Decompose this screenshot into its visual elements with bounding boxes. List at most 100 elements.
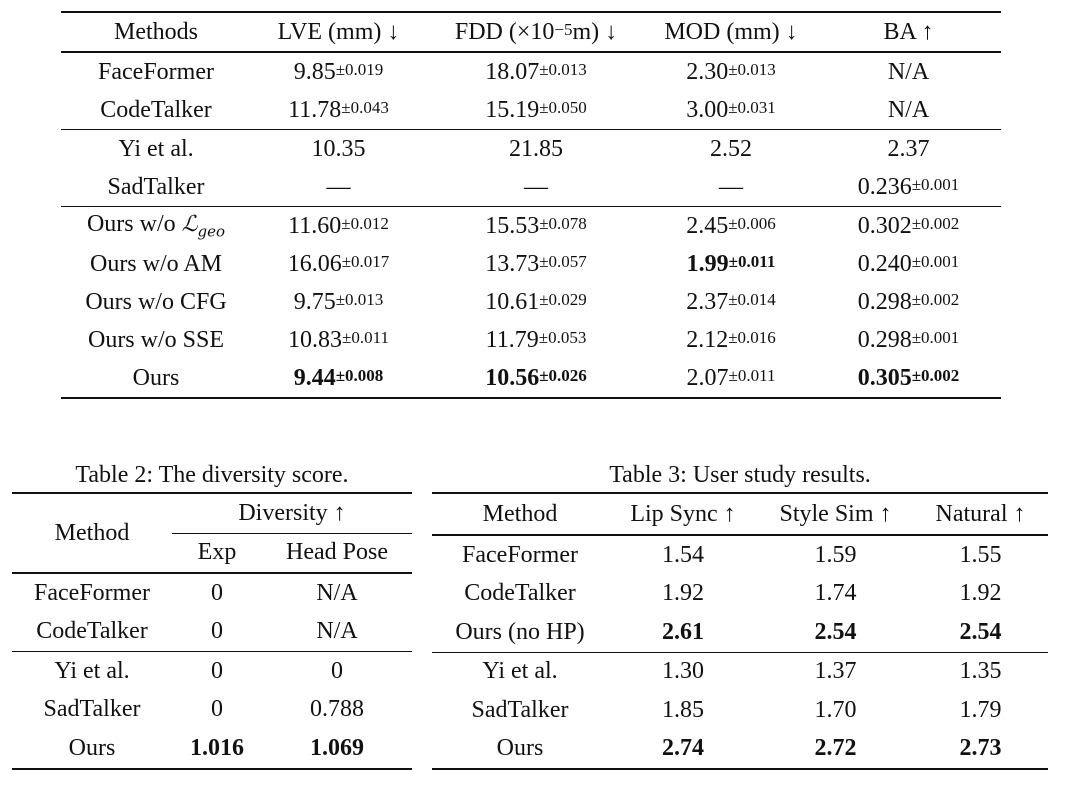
user-study-table: Method Lip Sync ↑ Style Sim ↑ Natural ↑ … bbox=[432, 492, 1048, 770]
lve-cell: 10.83±0.011 bbox=[251, 321, 426, 359]
mod-cell: 3.00±0.031 bbox=[646, 91, 816, 130]
header-head-pose: Head Pose bbox=[262, 532, 412, 574]
lve-value: 9.44 bbox=[293, 364, 336, 391]
method-cell: CodeTalker bbox=[36, 618, 148, 645]
method-cell: CodeTalker bbox=[464, 580, 576, 607]
ba-value: 0.298 bbox=[857, 288, 912, 315]
lip-cell: 1.54 bbox=[662, 541, 704, 568]
fdd-sd: ±0.050 bbox=[539, 97, 587, 117]
lve-cell: 11.78±0.043 bbox=[251, 91, 426, 130]
method-cell: Yi et al. bbox=[12, 651, 172, 691]
lip-cell: 2.74 bbox=[662, 735, 704, 762]
method-cell: SadTalker bbox=[107, 173, 205, 200]
ba-sd: ±0.002 bbox=[911, 289, 960, 309]
lve-sd: ±0.012 bbox=[341, 213, 389, 233]
mod-value: 2.37 bbox=[686, 288, 729, 315]
style-cell: 2.72 bbox=[814, 735, 857, 762]
ba-cell: 0.236±0.001 bbox=[816, 168, 1001, 207]
fdd-cell: 10.61±0.029 bbox=[426, 283, 646, 321]
ba-cell: 0.298±0.001 bbox=[816, 321, 1001, 359]
lve-sd: ±0.017 bbox=[341, 251, 390, 271]
exp-cell: 0 bbox=[211, 696, 223, 723]
pose-cell: 0.788 bbox=[310, 696, 364, 723]
lve-sd: ±0.013 bbox=[335, 289, 384, 309]
fdd-cell: 13.73±0.057 bbox=[426, 245, 646, 283]
results-table: Methods LVE (mm) ↓ FDD (×10−5m) ↓ MOD (m… bbox=[61, 11, 1001, 399]
mod-cell: 2.12±0.016 bbox=[646, 321, 816, 359]
exp-cell: 0 bbox=[211, 618, 223, 645]
method-cell: FaceFormer bbox=[34, 579, 150, 606]
mod-cell: 2.37±0.014 bbox=[646, 283, 816, 321]
ba-value: 0.240 bbox=[857, 250, 912, 277]
fdd-sd: ±0.029 bbox=[539, 289, 587, 309]
mod-sd: ±0.011 bbox=[728, 251, 776, 271]
table-row: Ours 1.016 1.069 bbox=[12, 729, 412, 769]
loss-subscript: geo bbox=[197, 222, 226, 241]
ba-cell: 0.305±0.002 bbox=[816, 359, 1001, 398]
header-natural: Natural ↑ bbox=[913, 493, 1048, 536]
mod-cell: 2.30±0.013 bbox=[646, 52, 816, 91]
table-row: SadTalker 0 0.788 bbox=[12, 691, 412, 730]
exp-cell: 1.016 bbox=[190, 734, 244, 761]
method-cell: CodeTalker bbox=[100, 96, 212, 123]
ba-value: 0.236 bbox=[857, 173, 912, 200]
fdd-value: 15.19 bbox=[485, 96, 540, 123]
method-cell: SadTalker bbox=[471, 696, 569, 723]
method-cell: Ours bbox=[132, 364, 180, 391]
method-cell: Ours bbox=[496, 735, 544, 762]
table-row: Ours 2.74 2.72 2.73 bbox=[432, 730, 1048, 770]
header-exp: Exp bbox=[172, 532, 262, 574]
header-method: Method bbox=[12, 493, 172, 574]
ba-cell: 2.37 bbox=[816, 129, 1001, 168]
lve-sd: ±0.019 bbox=[335, 59, 384, 79]
ba-sd: ±0.002 bbox=[911, 213, 960, 233]
method-cell: Ours bbox=[68, 734, 116, 761]
lve-sd: ±0.011 bbox=[342, 327, 389, 347]
mod-value: 2.30 bbox=[686, 58, 729, 85]
table-row: Yi et al. 10.35 21.85 2.52 2.37 bbox=[61, 129, 1001, 168]
table2-subheader-row: Exp Head Pose bbox=[12, 532, 412, 574]
fdd-value: 10.56 bbox=[485, 364, 540, 391]
fdd-cell: — bbox=[524, 173, 548, 200]
mod-value: 1.99 bbox=[686, 250, 729, 277]
mod-sd: ±0.006 bbox=[728, 213, 776, 233]
pose-cell: N/A bbox=[316, 579, 358, 606]
table3-header-row: Method Lip Sync ↑ Style Sim ↑ Natural ↑ bbox=[432, 493, 1048, 536]
fdd-cell: 15.19±0.050 bbox=[426, 91, 646, 130]
method-cell: Ours w/o AM bbox=[89, 250, 222, 277]
table-row: FaceFormer 0 N/A bbox=[12, 573, 412, 613]
ba-sd: ±0.001 bbox=[911, 174, 960, 194]
pose-cell: N/A bbox=[316, 618, 358, 645]
table2-caption: Table 2: The diversity score. bbox=[75, 462, 349, 488]
lve-value: 11.60 bbox=[288, 212, 342, 239]
lip-cell: 1.30 bbox=[608, 651, 758, 691]
lve-cell: 11.60±0.012 bbox=[251, 206, 426, 245]
lve-cell: 9.44±0.008 bbox=[251, 359, 426, 398]
fdd-sd: ±0.078 bbox=[539, 213, 587, 233]
method-cell: Ours (no HP) bbox=[455, 618, 585, 645]
mod-cell: 1.99±0.011 bbox=[646, 245, 816, 283]
style-cell: 1.70 bbox=[814, 696, 857, 723]
method-cell: FaceFormer bbox=[462, 541, 578, 568]
natural-cell: 1.35 bbox=[913, 651, 1048, 691]
table-row: SadTalker — — — 0.236±0.001 bbox=[61, 168, 1001, 207]
lve-cell: 9.85±0.019 bbox=[251, 52, 426, 91]
method-cell: Yi et al. bbox=[432, 651, 608, 691]
mod-value: 2.12 bbox=[686, 326, 729, 353]
natural-cell: 2.73 bbox=[959, 735, 1002, 762]
mod-cell: — bbox=[719, 173, 743, 200]
header-lve: LVE (mm) ↓ bbox=[251, 12, 426, 53]
style-cell: 1.37 bbox=[758, 651, 913, 691]
ba-sd: ±0.002 bbox=[911, 365, 960, 385]
table-row: CodeTalker 0 N/A bbox=[12, 613, 412, 652]
header-mod: MOD (mm) ↓ bbox=[646, 12, 816, 53]
lip-cell: 1.92 bbox=[662, 580, 704, 607]
table-row: CodeTalker 1.92 1.74 1.92 bbox=[432, 575, 1048, 614]
mod-sd: ±0.031 bbox=[728, 97, 776, 117]
fdd-value: 11.79 bbox=[485, 326, 539, 353]
table2-header-row: Method Diversity ↑ bbox=[12, 493, 412, 574]
table-row: SadTalker 1.85 1.70 1.79 bbox=[432, 691, 1048, 730]
mod-value: 3.00 bbox=[686, 96, 729, 123]
mod-cell: 2.52 bbox=[646, 129, 816, 168]
lve-value: 11.78 bbox=[288, 96, 342, 123]
